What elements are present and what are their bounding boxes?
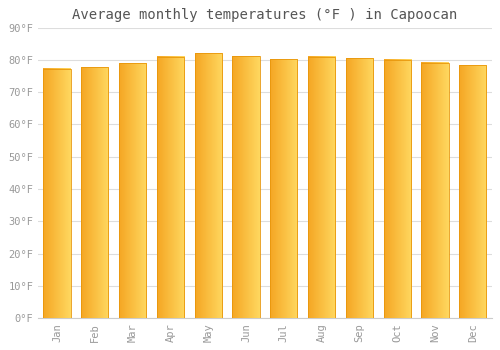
Title: Average monthly temperatures (°F ) in Capoocan: Average monthly temperatures (°F ) in Ca… — [72, 8, 458, 22]
Bar — [157, 57, 184, 318]
Bar — [82, 67, 108, 318]
Bar — [422, 63, 448, 318]
Bar — [119, 63, 146, 318]
Bar — [384, 60, 411, 318]
Bar — [270, 59, 297, 318]
Bar — [44, 69, 70, 318]
Bar — [232, 56, 260, 318]
Bar — [346, 58, 373, 318]
Bar — [459, 65, 486, 318]
Bar — [308, 57, 335, 318]
Bar — [194, 54, 222, 318]
